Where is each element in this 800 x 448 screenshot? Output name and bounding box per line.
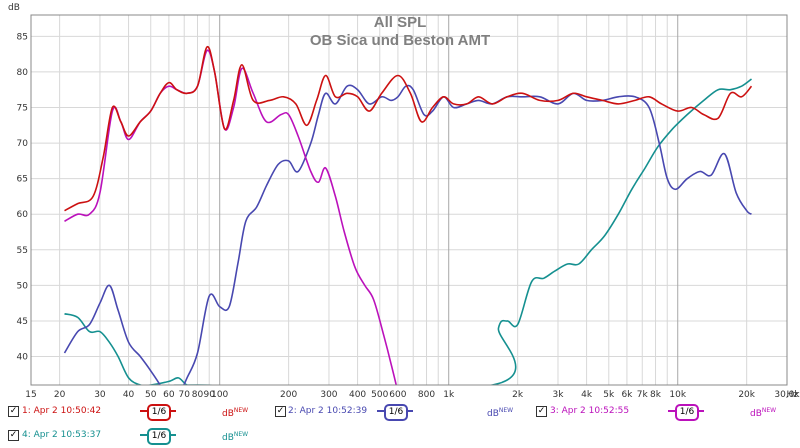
x-tick-label: 100 <box>211 390 228 400</box>
legend-label-2: 2: Apr 2 10:52:39 <box>288 406 368 416</box>
smoothing-button-2[interactable]: 1/6 <box>384 404 408 421</box>
y-tick-label: 75 <box>17 104 28 114</box>
x-tick-label: 4k <box>581 390 593 400</box>
smoothing-button-1[interactable]: 1/6 <box>147 404 171 421</box>
legend-label-3: 3: Apr 2 10:52:55 <box>550 406 630 416</box>
series-line-1 <box>64 46 753 212</box>
x-tick-label: 300 <box>320 390 337 400</box>
x-axis-unit: Hz <box>787 390 799 400</box>
x-tick-label: 7k <box>637 390 649 400</box>
y-tick-label: 85 <box>17 32 28 42</box>
x-tick-label: 1k <box>443 390 455 400</box>
legend-label-1: 1: Apr 2 10:50:42 <box>22 406 102 416</box>
plot-frame <box>30 14 788 386</box>
x-tick-label: 500 <box>371 390 388 400</box>
x-tick-label: 6k <box>621 390 633 400</box>
y-tick-label: 80 <box>17 68 29 78</box>
unit-3: dBNEW <box>750 407 777 419</box>
chart-series <box>63 46 753 385</box>
unit-1: dBNEW <box>222 407 249 419</box>
legend-item-3[interactable]: ✓ 3: Apr 2 10:52:55 1/6 dBNEW <box>536 401 798 421</box>
y-tick-label: 50 <box>17 281 29 291</box>
legend-item-4[interactable]: ✓ 4: Apr 2 10:53:37 1/6 dBNEW <box>0 425 260 445</box>
x-tick-label: 5k <box>603 390 615 400</box>
legend-label-4: 4: Apr 2 10:53:37 <box>22 430 102 440</box>
series-line-4 <box>64 78 752 385</box>
y-tick-label: 65 <box>17 175 28 185</box>
chart-title: All SPL <box>374 14 427 31</box>
x-tick-label: 50 <box>145 390 157 400</box>
x-tick-label: 20 <box>54 390 66 400</box>
x-tick-label: 10k <box>669 390 686 400</box>
x-tick-label: 600 <box>389 390 406 400</box>
x-tick-label: 90 <box>203 390 215 400</box>
legend-item-1[interactable]: ✓ 1: Apr 2 10:50:42 1/6 dBNEW <box>0 401 260 421</box>
legend-checkbox-4[interactable]: ✓ <box>8 430 19 441</box>
chart-subtitle: OB Sica und Beston AMT <box>310 32 490 49</box>
x-tick-label: 40 <box>123 390 135 400</box>
y-tick-label: 55 <box>17 246 28 256</box>
y-tick-label: 40 <box>17 353 29 363</box>
y-tick-label: 70 <box>17 139 29 149</box>
unit-4: dBNEW <box>222 431 249 443</box>
y-tick-label: 60 <box>17 210 29 220</box>
smoothing-button-4[interactable]: 1/6 <box>147 428 171 445</box>
x-tick-label: 30 <box>94 390 106 400</box>
legend-checkbox-2[interactable]: ✓ <box>275 406 286 417</box>
y-axis: 40 45 50 55 60 65 70 75 80 85 <box>17 32 29 362</box>
legend-item-2[interactable]: ✓ 2: Apr 2 10:52:39 1/6 dBNEW <box>272 401 534 421</box>
x-tick-label: 80 <box>192 390 204 400</box>
legend-checkbox-3[interactable]: ✓ <box>536 406 547 417</box>
x-tick-label: 200 <box>280 390 297 400</box>
legend: ✓ 1: Apr 2 10:50:42 1/6 dBNEW ✓ 2: Apr 2… <box>0 401 800 447</box>
y-axis-label: dB <box>8 3 20 13</box>
x-tick-label: 70 <box>178 390 190 400</box>
x-tick-label: 30,0k <box>774 390 800 400</box>
x-tick-label: 3k <box>553 390 565 400</box>
x-tick-label: 60 <box>163 390 175 400</box>
series-line-2 <box>63 84 752 385</box>
y-tick-label: 45 <box>17 317 28 327</box>
x-tick-label: 8k <box>650 390 662 400</box>
x-tick-label: 400 <box>349 390 366 400</box>
x-tick-label: 2k <box>512 390 524 400</box>
smoothing-button-3[interactable]: 1/6 <box>675 404 699 421</box>
x-tick-label: 15 <box>25 390 36 400</box>
unit-2: dBNEW <box>487 407 514 419</box>
x-tick-label: 20k <box>738 390 755 400</box>
x-tick-label: 800 <box>418 390 435 400</box>
legend-checkbox-1[interactable]: ✓ <box>8 406 19 417</box>
